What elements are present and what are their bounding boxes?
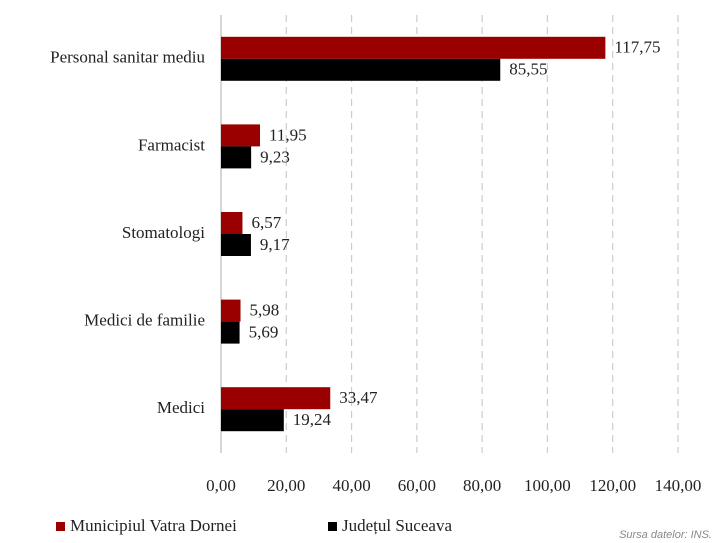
x-tick-label: 40,00 [332,476,370,495]
x-tick-label: 80,00 [463,476,501,495]
legend-label: Județul Suceava [342,516,452,535]
y-tick-label: Stomatologi [122,223,205,242]
legend-swatch [328,522,337,531]
y-tick-label: Medici [157,398,205,417]
x-tick-label: 0,00 [206,476,236,495]
value-label: 117,75 [614,38,660,57]
y-tick-label: Farmacist [138,135,205,154]
legend-swatch [56,522,65,531]
bar [221,212,243,234]
value-label: 9,23 [260,147,290,166]
value-label: 11,95 [269,125,307,144]
value-label: 5,69 [249,323,279,342]
bar [221,321,240,344]
bar [221,36,606,59]
value-label: 5,98 [250,301,280,320]
source-note: Sursa datelor: INS. [619,529,712,541]
bar [221,387,331,410]
x-tick-label: 20,00 [267,476,305,495]
bar [221,146,252,169]
bar [221,58,501,81]
y-tick-label: Personal sanitar mediu [50,48,205,67]
value-label: 85,55 [509,60,547,79]
x-tick-label: 120,00 [589,476,636,495]
bar [221,299,241,322]
x-tick-label: 60,00 [398,476,436,495]
x-tick-label: 100,00 [524,476,571,495]
bar [221,124,261,147]
x-tick-label: 140,00 [655,476,702,495]
legend-label: Municipiul Vatra Dornei [70,516,237,535]
bar [221,234,251,256]
bar [221,409,284,432]
y-tick-label: Medici de familie [84,311,205,330]
value-label: 19,24 [293,410,332,429]
value-label: 6,57 [251,213,281,232]
value-label: 33,47 [339,388,378,407]
value-label: 9,17 [260,235,290,254]
